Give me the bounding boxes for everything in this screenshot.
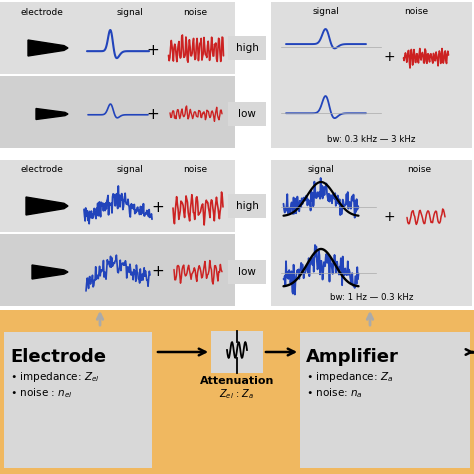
Text: +: +	[146, 107, 159, 121]
Text: $Z_{el}$ : $Z_a$: $Z_{el}$ : $Z_a$	[219, 387, 255, 401]
Bar	[0, 2, 235, 74]
Text: $\bullet$ noise : $n_{el}$: $\bullet$ noise : $n_{el}$	[10, 386, 73, 400]
Text: +: +	[383, 50, 395, 64]
Polygon shape	[32, 265, 68, 279]
Text: noise: noise	[183, 8, 207, 17]
Text: signal: signal	[117, 8, 144, 17]
Bar	[228, 260, 266, 284]
Text: +: +	[152, 264, 164, 280]
Polygon shape	[36, 109, 68, 119]
Bar	[0, 160, 235, 232]
Text: low: low	[238, 267, 256, 277]
Text: +: +	[383, 210, 395, 224]
Text: Electrode: Electrode	[10, 348, 106, 366]
Text: $\bullet$ impedance: $Z_a$: $\bullet$ impedance: $Z_a$	[306, 370, 393, 384]
Text: bw: 0.3 kHz — 3 kHz: bw: 0.3 kHz — 3 kHz	[328, 136, 416, 145]
Text: $\bullet$ noise: $n_a$: $\bullet$ noise: $n_a$	[306, 386, 363, 400]
Text: electrode: electrode	[20, 8, 64, 17]
Text: Attenuation: Attenuation	[200, 376, 274, 386]
Bar	[228, 102, 266, 126]
Bar	[4, 332, 152, 468]
Bar	[271, 2, 472, 148]
Text: electrode: electrode	[20, 165, 64, 174]
Text: high: high	[236, 201, 258, 211]
Bar	[300, 332, 470, 468]
Text: low: low	[238, 109, 256, 119]
Bar	[228, 36, 266, 60]
Polygon shape	[28, 40, 68, 56]
Text: bw: 1 Hz — 0.3 kHz: bw: 1 Hz — 0.3 kHz	[330, 293, 413, 302]
Text: +: +	[146, 43, 159, 57]
Text: signal: signal	[308, 164, 335, 173]
Bar	[0, 234, 235, 306]
Bar	[271, 160, 472, 306]
Bar	[0, 76, 235, 148]
Text: signal: signal	[312, 7, 339, 16]
Text: noise: noise	[183, 165, 207, 174]
Text: signal: signal	[117, 165, 144, 174]
Text: $\bullet$ impedance: $Z_{el}$: $\bullet$ impedance: $Z_{el}$	[10, 370, 100, 384]
Polygon shape	[26, 197, 68, 215]
Text: +: +	[152, 201, 164, 216]
Text: noise: noise	[404, 7, 428, 16]
Text: noise: noise	[407, 164, 431, 173]
Text: Amplifier: Amplifier	[306, 348, 399, 366]
Bar	[211, 331, 263, 373]
Text: high: high	[236, 43, 258, 53]
Bar	[0, 310, 474, 474]
Bar	[228, 194, 266, 218]
